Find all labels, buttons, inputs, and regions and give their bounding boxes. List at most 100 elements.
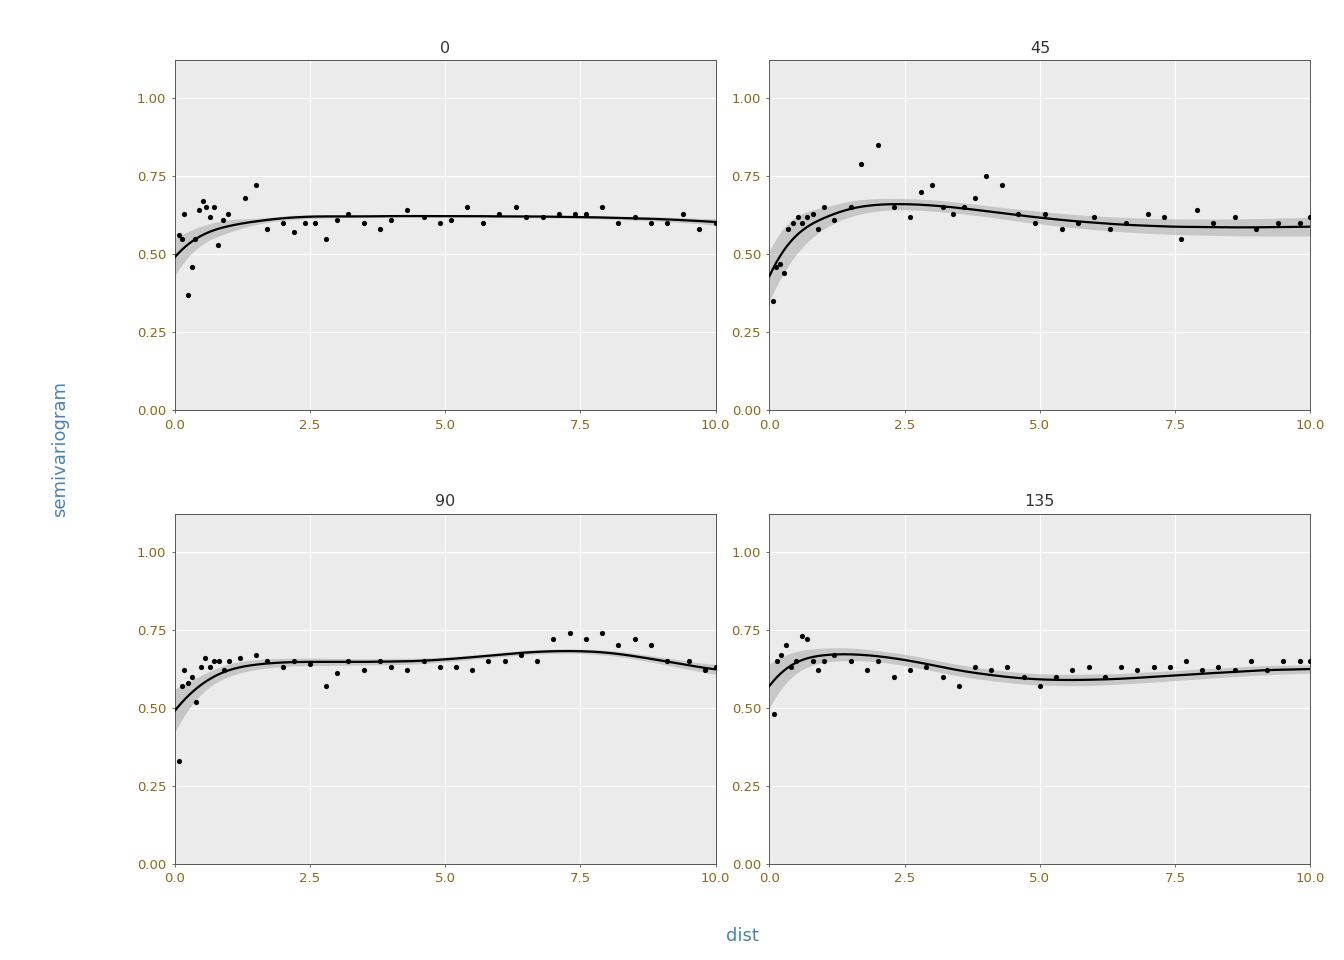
- Point: [203, 653, 224, 668]
- Point: [208, 653, 230, 668]
- Point: [575, 205, 597, 221]
- Point: [185, 694, 207, 709]
- Point: [181, 259, 203, 275]
- Point: [981, 662, 1003, 678]
- Point: [808, 222, 829, 237]
- Point: [216, 205, 238, 221]
- Point: [840, 200, 862, 215]
- Point: [370, 653, 391, 668]
- Point: [1116, 215, 1137, 230]
- Point: [856, 662, 878, 678]
- Point: [851, 156, 872, 171]
- Point: [316, 678, 337, 693]
- Point: [624, 632, 645, 647]
- Point: [640, 637, 661, 653]
- Point: [1289, 215, 1310, 230]
- Point: [245, 178, 266, 193]
- Point: [792, 628, 813, 643]
- Point: [168, 228, 190, 243]
- Text: 45: 45: [1030, 41, 1050, 56]
- Point: [1030, 678, 1051, 693]
- Point: [591, 200, 613, 215]
- Point: [548, 205, 570, 221]
- Point: [656, 653, 677, 668]
- Point: [1035, 205, 1056, 221]
- Point: [802, 653, 824, 668]
- Text: 0: 0: [439, 41, 450, 56]
- Point: [413, 653, 434, 668]
- Point: [1067, 215, 1089, 230]
- Point: [214, 662, 235, 678]
- Point: [704, 215, 726, 230]
- Point: [199, 209, 220, 225]
- Point: [763, 707, 785, 722]
- Point: [1289, 653, 1310, 668]
- Point: [899, 662, 921, 678]
- Point: [1208, 660, 1230, 675]
- Point: [353, 215, 375, 230]
- Point: [1246, 222, 1267, 237]
- Point: [931, 669, 953, 684]
- Point: [271, 215, 293, 230]
- Point: [778, 222, 800, 237]
- Point: [921, 178, 942, 193]
- Point: [1137, 205, 1159, 221]
- Point: [997, 660, 1019, 675]
- Point: [177, 287, 199, 302]
- Point: [813, 653, 835, 668]
- Point: [808, 662, 829, 678]
- Point: [931, 200, 953, 215]
- Point: [1013, 669, 1035, 684]
- Point: [429, 660, 450, 675]
- Point: [413, 209, 434, 225]
- Point: [964, 190, 985, 205]
- Point: [284, 225, 305, 240]
- Point: [704, 660, 726, 675]
- Point: [883, 200, 905, 215]
- Point: [203, 200, 224, 215]
- Point: [694, 662, 715, 678]
- Point: [559, 625, 581, 640]
- Point: [1224, 662, 1246, 678]
- Point: [992, 178, 1013, 193]
- Point: [766, 259, 788, 275]
- Point: [688, 222, 710, 237]
- Point: [1273, 653, 1294, 668]
- Point: [171, 678, 192, 693]
- Point: [477, 653, 499, 668]
- Point: [207, 237, 228, 252]
- Point: [192, 193, 214, 208]
- Point: [910, 184, 931, 200]
- Point: [813, 200, 835, 215]
- Point: [271, 660, 293, 675]
- Point: [488, 205, 509, 221]
- Point: [195, 200, 216, 215]
- Point: [456, 200, 477, 215]
- Point: [532, 209, 554, 225]
- Point: [1169, 231, 1191, 247]
- Point: [173, 205, 195, 221]
- Point: [472, 215, 493, 230]
- Point: [1203, 215, 1224, 230]
- Point: [380, 212, 402, 228]
- Point: [867, 653, 888, 668]
- Point: [1008, 205, 1030, 221]
- Point: [775, 637, 797, 653]
- Point: [1051, 222, 1073, 237]
- Point: [171, 231, 192, 247]
- Point: [1153, 209, 1175, 225]
- Point: [762, 294, 784, 309]
- Point: [677, 653, 699, 668]
- Point: [840, 653, 862, 668]
- Point: [1046, 669, 1067, 684]
- Point: [199, 660, 220, 675]
- Point: [511, 647, 532, 662]
- Point: [624, 209, 645, 225]
- Point: [1300, 209, 1321, 225]
- Text: 135: 135: [1024, 494, 1055, 510]
- Point: [190, 660, 211, 675]
- Point: [181, 669, 203, 684]
- Point: [1142, 660, 1164, 675]
- Text: dist: dist: [726, 927, 759, 945]
- Text: semivariogram: semivariogram: [51, 381, 70, 516]
